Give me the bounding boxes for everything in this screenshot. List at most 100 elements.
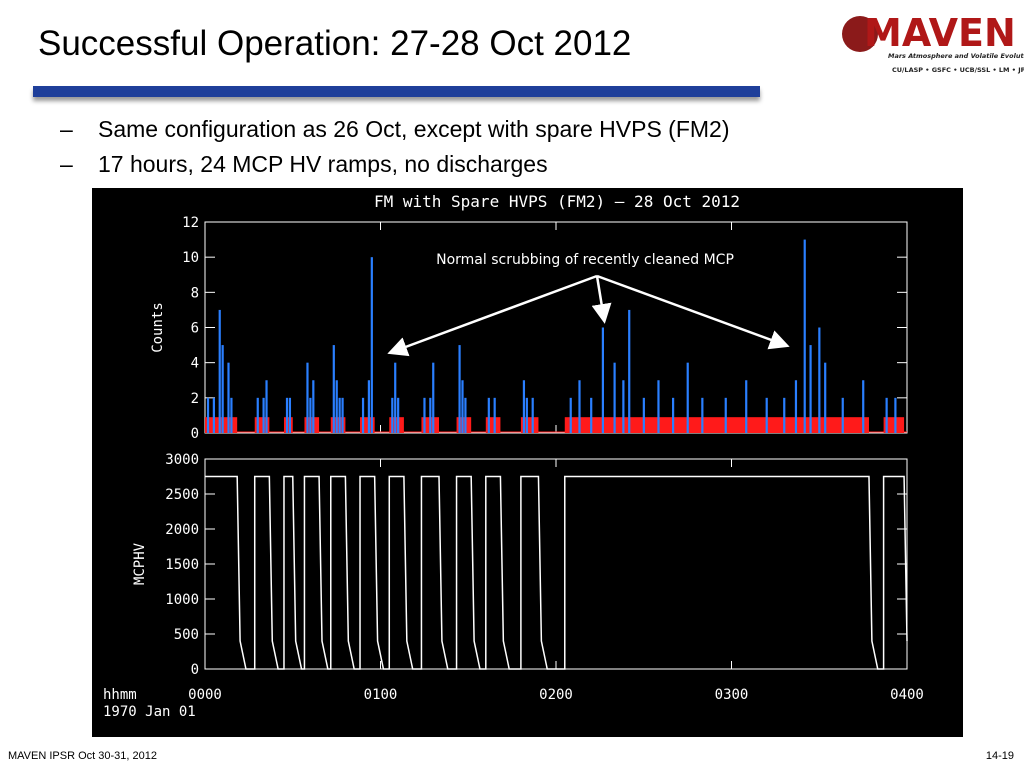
count-bar (397, 397, 400, 433)
count-bar (601, 327, 604, 433)
count-bar (642, 397, 645, 433)
count-bar (783, 397, 786, 433)
hv-on-interval (283, 417, 293, 433)
bullet-text: Same configuration as 26 Oct, except wit… (98, 116, 730, 142)
count-bar (212, 397, 215, 433)
count-bar (332, 345, 335, 433)
count-bar (285, 397, 289, 433)
bullet-marker: – (60, 151, 73, 177)
count-bar (429, 397, 432, 433)
count-bar (487, 397, 490, 433)
count-bar (657, 380, 660, 433)
count-bar (367, 380, 370, 433)
y-tick-label: 4 (191, 356, 199, 372)
count-bar (227, 362, 230, 433)
y-tick-label: 2500 (165, 487, 199, 503)
bullet: – Same configuration as 26 Oct, except wi… (60, 116, 730, 143)
count-bar (628, 309, 631, 433)
count-bar (256, 397, 259, 433)
x-axis-date: 1970 Jan 01 (103, 704, 196, 720)
count-bar (432, 362, 435, 433)
plot: FM with Spare HVPS (FM2) – 28 Oct 201202… (92, 188, 963, 737)
count-bar (569, 397, 572, 433)
logo: MAVEN Mars Atmosphere and Volatile Evolu… (842, 11, 1024, 74)
count-bar (335, 380, 338, 433)
annotation-arrow (387, 274, 598, 357)
count-bar (613, 362, 616, 433)
count-bar (464, 397, 467, 433)
annotation-arrow (596, 274, 790, 350)
count-bar (361, 397, 365, 433)
count-bar (461, 380, 464, 433)
count-bar (885, 397, 888, 433)
y-tick-label: 1000 (165, 592, 199, 608)
y-tick-label: 500 (174, 627, 199, 643)
count-bar (309, 397, 312, 433)
count-bar (206, 397, 210, 433)
bullet-marker: – (60, 116, 73, 142)
count-bar (522, 380, 526, 433)
y-tick-label: 0 (191, 662, 199, 678)
hv-on-interval (883, 417, 905, 433)
y-tick-label: 10 (182, 250, 199, 266)
hv-on-interval (520, 417, 539, 433)
logo-planet (842, 16, 878, 52)
count-bar (809, 345, 812, 433)
count-bar (423, 397, 426, 433)
count-bar (862, 380, 865, 433)
count-bar (370, 257, 373, 433)
y-tick-label: 12 (182, 215, 199, 231)
logo-subtitle: Mars Atmosphere and Volatile Evolution M… (888, 52, 1024, 60)
y-tick-label: 2000 (165, 522, 199, 538)
count-bar (458, 345, 461, 433)
count-bar (803, 239, 806, 433)
count-bar (590, 397, 593, 433)
annotation-arrow (591, 275, 612, 324)
count-bar (841, 397, 844, 433)
count-bar (230, 397, 233, 433)
count-bar (265, 380, 268, 433)
count-bar (672, 397, 675, 433)
y-tick-label: 1500 (165, 557, 199, 573)
count-bar (724, 397, 727, 433)
y-tick-label: 3000 (165, 452, 199, 468)
slide-title: Successful Operation: 27-28 Oct 2012 (38, 24, 632, 63)
annotation: Normal scrubbing of recently cleaned MCP (436, 252, 734, 268)
count-bar (391, 397, 394, 433)
title-rule (33, 86, 760, 97)
footer-left: MAVEN IPSR Oct 30-31, 2012 (8, 750, 157, 762)
count-bar (341, 397, 344, 433)
x-axis-label: hhmm (103, 687, 137, 703)
count-bar (745, 380, 748, 433)
count-bar (701, 397, 704, 433)
count-bar (218, 309, 221, 433)
count-bar (493, 397, 496, 433)
y-axis-label: MCPHV (132, 542, 148, 585)
count-bar (824, 362, 827, 433)
plot-background (92, 188, 963, 737)
count-bar (794, 380, 798, 433)
x-tick-label: 0400 (890, 687, 924, 703)
x-tick-label: 0000 (188, 687, 222, 703)
count-bar (531, 397, 534, 433)
y-tick-label: 6 (191, 321, 199, 337)
count-bar (262, 397, 265, 433)
x-tick-label: 0100 (364, 687, 398, 703)
count-bar (338, 397, 341, 433)
x-tick-label: 0200 (539, 687, 573, 703)
chart-title: FM with Spare HVPS (FM2) – 28 Oct 2012 (374, 192, 740, 211)
footer-right: 14-19 (985, 750, 1014, 762)
y-tick-label: 0 (191, 426, 199, 442)
y-tick-label: 8 (191, 285, 199, 301)
count-bar (525, 397, 528, 433)
count-bar (686, 362, 689, 433)
bullet-text: 17 hours, 24 MCP HV ramps, no discharges (98, 151, 548, 177)
hv-on-interval (564, 417, 869, 433)
logo-partners: CU/LASP • GSFC • UCB/SSL • LM • JPL (892, 66, 1024, 74)
y-axis-label: Counts (150, 302, 166, 353)
count-bar (306, 362, 309, 433)
count-bar (622, 380, 625, 433)
count-bar (578, 380, 581, 433)
count-bar (818, 327, 821, 433)
